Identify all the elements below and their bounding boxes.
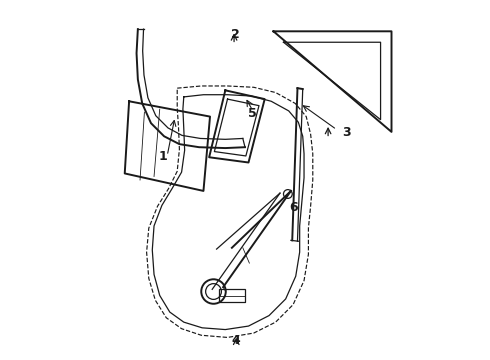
Text: 2: 2: [231, 28, 240, 41]
Text: 4: 4: [232, 334, 241, 347]
Text: 3: 3: [342, 126, 351, 139]
Text: 6: 6: [289, 201, 297, 213]
Text: 5: 5: [248, 107, 257, 120]
Text: 1: 1: [158, 150, 167, 163]
